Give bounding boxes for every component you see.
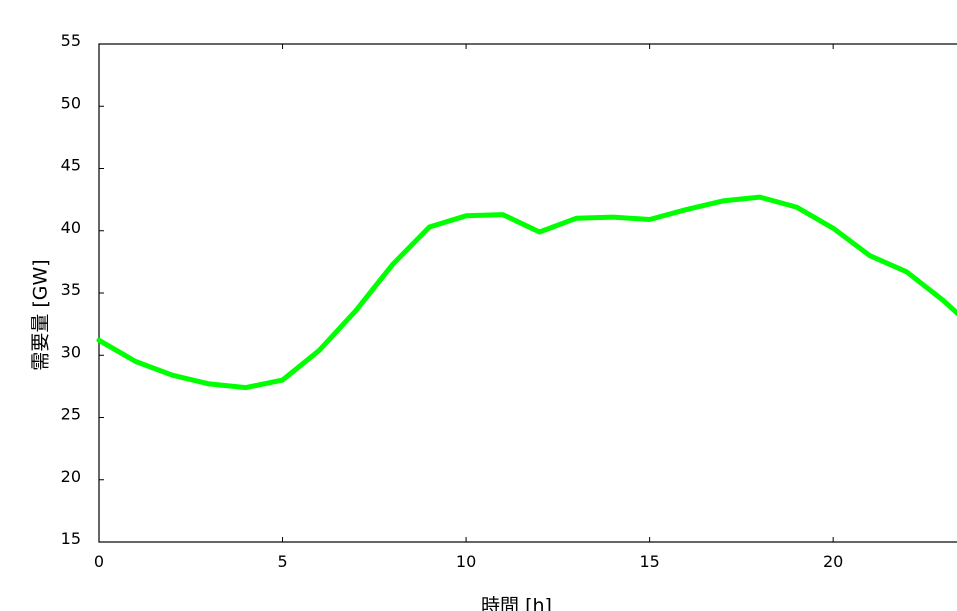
series-line: [96, 194, 957, 391]
plot-area-border: [98, 43, 957, 543]
y-tick-label: 25: [61, 405, 81, 424]
axes-frame: [98, 43, 957, 543]
x-tick-label: 20: [823, 552, 843, 571]
y-tick-label: 45: [61, 156, 81, 175]
x-tick-label: 10: [456, 552, 476, 571]
y-tick-label: 15: [61, 529, 81, 548]
y-tick-label: 35: [61, 280, 81, 299]
y-axis-title: 需要量 [GW]: [30, 259, 52, 370]
y-tick-label: 50: [61, 93, 81, 112]
y-tick-label: 20: [61, 467, 81, 486]
x-axis-title: 時間 [h]: [481, 595, 552, 611]
series-layer: [96, 194, 957, 391]
x-axis: 0 5 10 15 20: [94, 44, 843, 571]
y-tick-label: 55: [61, 31, 81, 50]
y-tick-label: 40: [61, 218, 81, 237]
x-tick-label: 0: [94, 552, 104, 571]
x-tick-label: 15: [639, 552, 659, 571]
y-tick-label: 30: [61, 342, 81, 361]
x-tick-label: 5: [277, 552, 287, 571]
y-axis: 15 20 25 30 35 40 45 50 55: [61, 31, 104, 548]
